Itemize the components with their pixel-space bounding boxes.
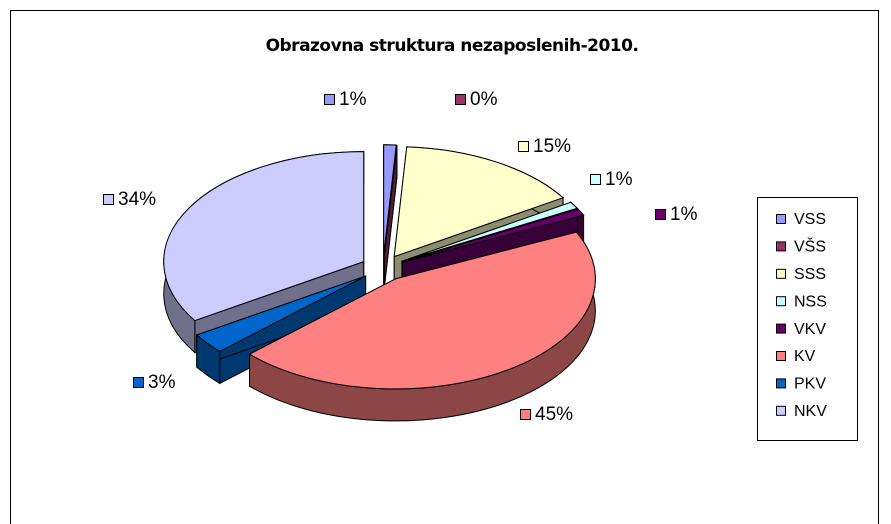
pie-slice [248, 231, 596, 390]
legend-swatch [776, 214, 786, 224]
data-label: 0% [470, 89, 498, 110]
pie-slice [402, 208, 585, 263]
legend-box [757, 197, 858, 441]
label-swatch [103, 194, 114, 205]
data-label: 45% [535, 404, 573, 425]
data-label: 34% [118, 189, 156, 210]
legend-label: NKV [794, 403, 827, 420]
legend-swatch [776, 351, 786, 361]
slice-tops [163, 144, 596, 390]
legend-label: NSS [794, 293, 827, 310]
legend-label: PKV [794, 376, 826, 393]
data-label: 1% [605, 169, 633, 190]
label-swatch [518, 141, 529, 152]
label-swatch [455, 94, 466, 105]
pie-slice [383, 144, 397, 255]
data-label: 1% [339, 89, 367, 110]
label-swatch [133, 377, 144, 388]
pie-slice [393, 146, 565, 258]
label-swatch [324, 94, 335, 105]
legend-swatch [776, 241, 786, 252]
data-label: 15% [533, 136, 571, 157]
legend-label: SSS [794, 266, 826, 283]
label-swatch [655, 209, 666, 220]
legend-label: KV [794, 348, 816, 365]
legend-label: VŠS [794, 237, 826, 256]
legend-label: VSS [794, 211, 826, 228]
legend-swatch [776, 323, 786, 334]
pie-slice [401, 201, 579, 262]
legend-swatch [776, 378, 786, 389]
legend-swatch [776, 268, 786, 279]
legend-swatch [776, 296, 786, 307]
chart-title: Obrazovna struktura nezaposlenih-2010. [266, 36, 639, 56]
pie-slice [163, 151, 365, 322]
data-label: 1% [670, 204, 698, 225]
label-swatch [520, 409, 531, 420]
label-swatch [590, 174, 601, 185]
pie-slice [195, 275, 366, 352]
data-label: 3% [148, 372, 176, 393]
legend-swatch [776, 405, 786, 416]
legend-label: VKV [794, 321, 826, 338]
